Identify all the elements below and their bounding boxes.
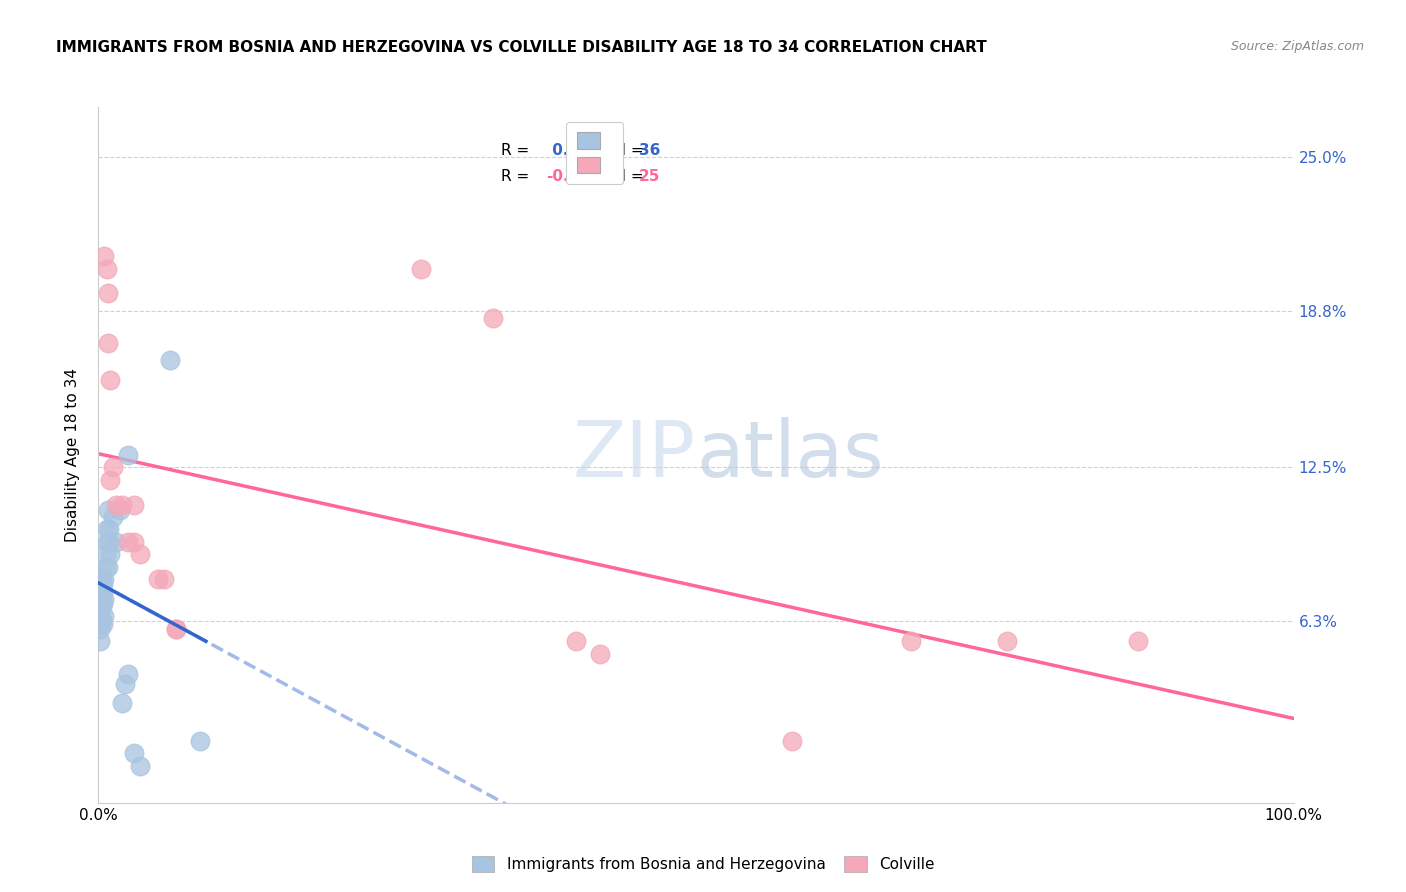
Point	[481, 311, 505, 326]
Point	[96, 261, 118, 276]
Point	[98, 373, 122, 387]
Point	[114, 676, 136, 690]
Text: R =: R =	[501, 143, 534, 158]
Legend: , : ,	[567, 121, 623, 184]
Text: ZIP: ZIP	[574, 417, 696, 493]
Point	[1128, 634, 1150, 648]
Point	[91, 572, 114, 586]
Point	[108, 502, 131, 516]
Point	[188, 733, 211, 747]
Point	[91, 597, 114, 611]
Point	[98, 534, 121, 549]
Point	[129, 758, 152, 772]
Point	[94, 547, 117, 561]
Point	[96, 523, 118, 537]
Point	[91, 584, 114, 599]
Text: N =: N =	[600, 143, 648, 158]
Point	[90, 597, 112, 611]
Point	[411, 261, 433, 276]
Point	[124, 534, 146, 549]
Point	[105, 534, 128, 549]
Point	[148, 572, 170, 586]
Point	[159, 353, 181, 368]
Point	[91, 577, 114, 591]
Point	[90, 602, 112, 616]
Point	[98, 547, 122, 561]
Point	[101, 460, 124, 475]
Y-axis label: Disability Age 18 to 34: Disability Age 18 to 34	[65, 368, 80, 542]
Point	[101, 510, 124, 524]
Point	[91, 616, 114, 631]
Point	[995, 634, 1018, 648]
Point	[900, 634, 922, 648]
Point	[98, 473, 122, 487]
Point	[117, 448, 139, 462]
Point	[97, 336, 120, 351]
Text: atlas: atlas	[696, 417, 883, 493]
Point	[129, 547, 152, 561]
Point	[93, 249, 115, 263]
Text: 0.509: 0.509	[547, 143, 600, 158]
Point	[89, 622, 111, 636]
Point	[97, 286, 120, 301]
Point	[89, 634, 111, 648]
Point	[117, 534, 139, 549]
Text: 25: 25	[638, 169, 659, 184]
Point	[94, 559, 117, 574]
Legend: Immigrants from Bosnia and Herzegovina, Colville: Immigrants from Bosnia and Herzegovina, …	[464, 848, 942, 880]
Point	[565, 634, 588, 648]
Point	[153, 572, 176, 586]
Text: R =: R =	[501, 169, 534, 184]
Point	[165, 622, 187, 636]
Point	[96, 534, 118, 549]
Point	[165, 622, 187, 636]
Point	[111, 697, 134, 711]
Point	[124, 498, 146, 512]
Point	[111, 498, 134, 512]
Point	[97, 559, 120, 574]
Point	[117, 666, 139, 681]
Point	[97, 502, 120, 516]
Point	[589, 647, 612, 661]
Text: N =: N =	[600, 169, 648, 184]
Point	[91, 615, 114, 629]
Text: 36: 36	[638, 143, 659, 158]
Text: -0.438: -0.438	[547, 169, 602, 184]
Text: IMMIGRANTS FROM BOSNIA AND HERZEGOVINA VS COLVILLE DISABILITY AGE 18 TO 34 CORRE: IMMIGRANTS FROM BOSNIA AND HERZEGOVINA V…	[56, 40, 987, 55]
Point	[90, 609, 112, 624]
Point	[93, 592, 115, 607]
Point	[91, 584, 114, 599]
Point	[105, 498, 128, 512]
Point	[124, 746, 146, 760]
Point	[93, 572, 115, 586]
Text: Source: ZipAtlas.com: Source: ZipAtlas.com	[1230, 40, 1364, 54]
Point	[98, 523, 121, 537]
Point	[93, 609, 115, 624]
Point	[780, 733, 803, 747]
Point	[91, 592, 114, 607]
